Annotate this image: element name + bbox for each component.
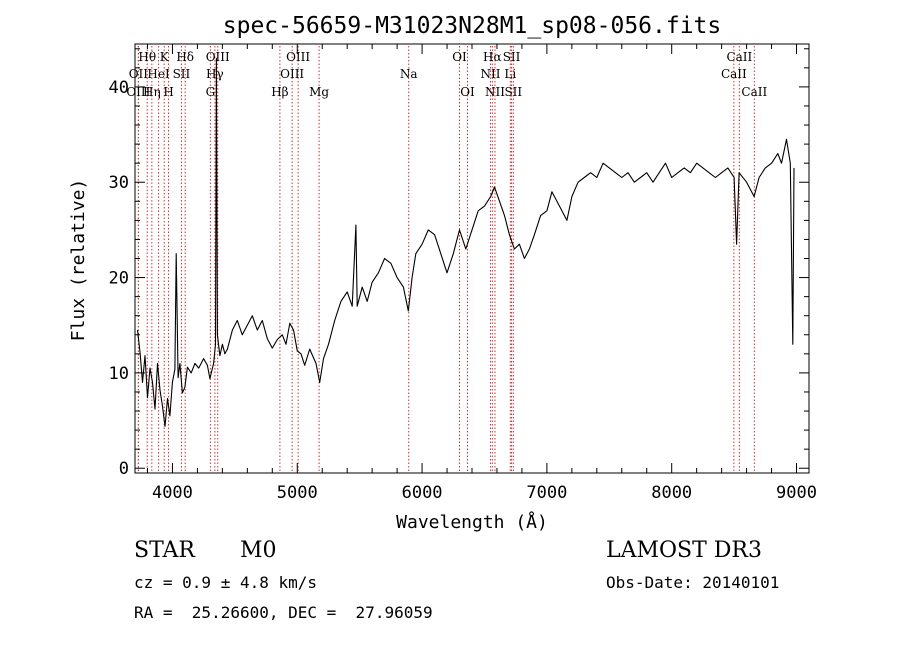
y-tick-label: 20 (109, 269, 129, 289)
line-label: OIII (206, 50, 230, 64)
x-tick-label: 4000 (152, 483, 193, 503)
x-tick-label: 5000 (277, 483, 318, 503)
series-line (136, 57, 795, 427)
line-label: HeI (147, 67, 170, 81)
x-axis-label: Wavelength (Å) (396, 511, 548, 533)
spectrum-line-layer (136, 57, 795, 427)
line-marker-layer (137, 46, 755, 471)
y-tick-label: 10 (109, 364, 129, 384)
y-tick-label: 0 (119, 459, 129, 479)
line-label: NII (485, 85, 505, 99)
line-label: Li (504, 67, 516, 81)
observation-date: Obs-Date: 20140101 (606, 573, 780, 592)
line-label: Hθ (138, 50, 156, 64)
line-label: SII (504, 85, 522, 99)
line-label: G (206, 85, 216, 99)
line-label: NII (480, 67, 500, 81)
line-label: OIII (280, 67, 304, 81)
line-label: OI (452, 50, 467, 64)
axis-layer: 4000 5000 6000 7000 8000 9000 0 10 20 30 40 (109, 44, 817, 503)
coordinates: RA = 25.26600, DEC = 27.96059 (134, 603, 433, 622)
line-label: H (163, 85, 173, 99)
line-label: K (160, 50, 170, 64)
line-label: CaII (726, 50, 752, 64)
y-tick-label: 30 (109, 173, 129, 193)
object-subclass: M0 (240, 538, 277, 563)
redshift-value: cz = 0.9 ± 4.8 km/s (134, 573, 318, 592)
line-label: OI (460, 85, 475, 99)
line-label: OIII (126, 85, 150, 99)
x-tick-label: 8000 (651, 483, 692, 503)
line-label: CaII (741, 85, 767, 99)
survey-name: LAMOST DR3 (606, 538, 762, 563)
line-label: CaII (721, 67, 747, 81)
line-label: SII (503, 50, 521, 64)
y-axis-label: Flux (relative) (68, 179, 89, 342)
chart-title: spec-56659-M31023N28M1_sp08-056.fits (223, 13, 722, 39)
x-tick-label: 7000 (526, 483, 567, 503)
line-label: Na (400, 67, 418, 81)
line-label: SII (173, 67, 191, 81)
x-tick-label: 6000 (402, 483, 443, 503)
line-label: Hδ (176, 50, 194, 64)
object-class: STAR (134, 538, 195, 563)
line-label: Hα (483, 50, 502, 64)
line-label: Hβ (271, 85, 288, 99)
y-tick-label: 40 (109, 78, 129, 98)
line-label: Hη (143, 85, 161, 99)
x-tick-label: 9000 (776, 483, 817, 503)
line-label: Mg (309, 85, 329, 99)
line-label: OII (129, 67, 149, 81)
plot-frame (134, 43, 810, 474)
line-label: OIII (286, 50, 310, 64)
line-label: Hγ (206, 67, 224, 81)
